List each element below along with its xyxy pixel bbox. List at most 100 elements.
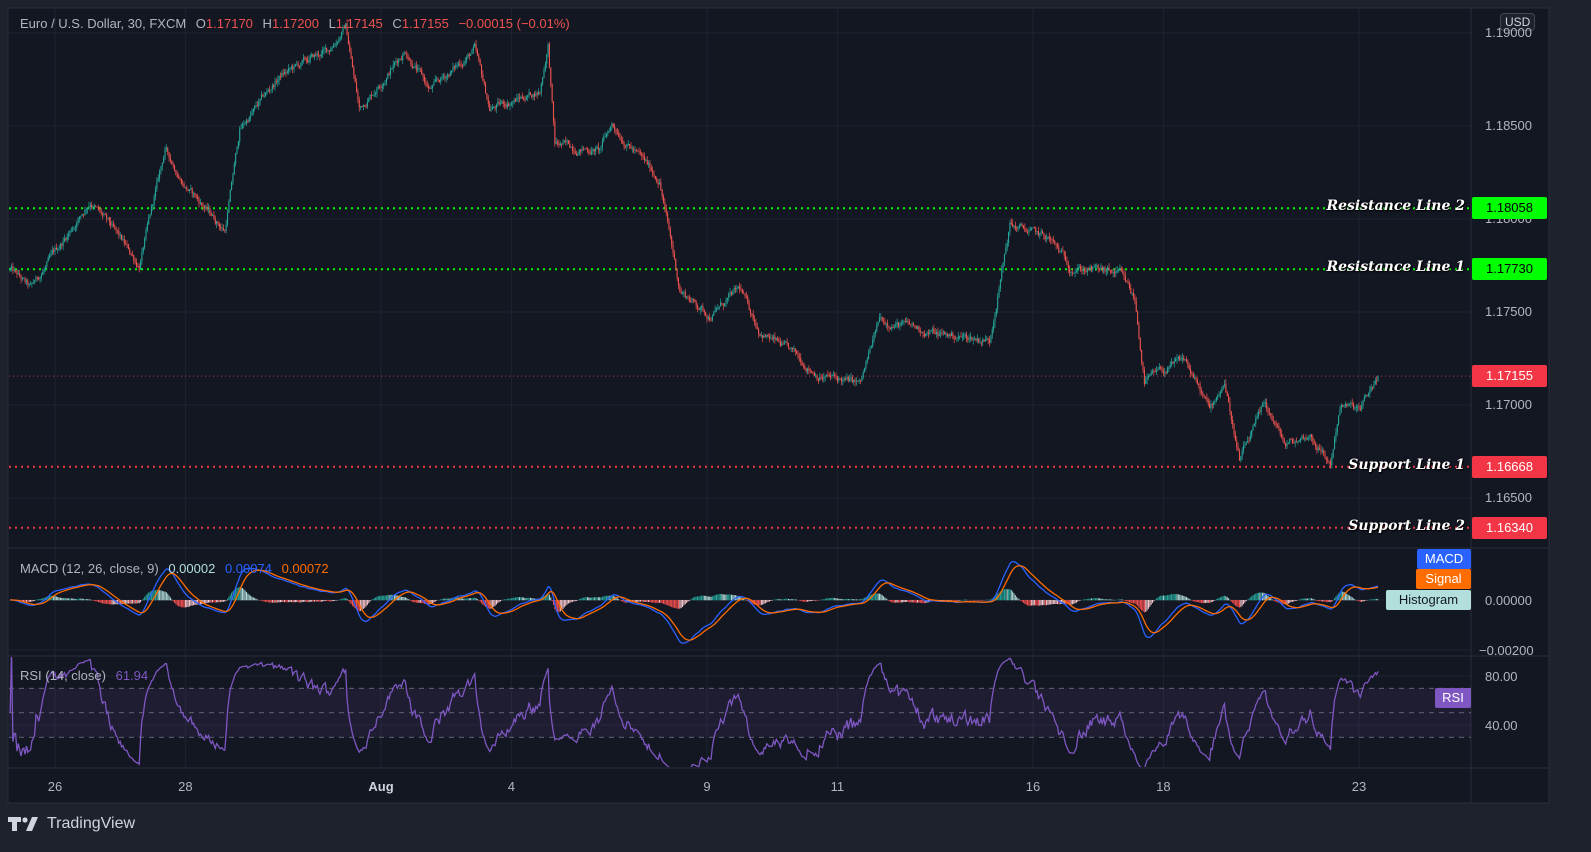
candle-body: [30, 284, 32, 286]
candle: [737, 285, 739, 290]
candle-body: [1092, 266, 1094, 270]
candle-body: [434, 79, 436, 82]
candle-body: [821, 378, 824, 380]
candle-body: [9, 268, 11, 270]
price-axis-tick: 1.17000: [1485, 397, 1532, 412]
macd-histogram-bar: [217, 600, 219, 603]
macd-title[interactable]: MACD (12, 26, close, 9): [20, 561, 159, 576]
macd-histogram-bar: [108, 600, 110, 605]
macd-histogram-bar: [220, 600, 222, 603]
macd-histogram-bar: [706, 596, 708, 601]
candle: [205, 204, 207, 211]
candle: [811, 370, 813, 374]
macd-histogram-bar: [294, 600, 296, 603]
candle: [400, 55, 402, 61]
candle: [1328, 460, 1330, 465]
candle-body: [900, 322, 902, 325]
macd-histogram-bar: [827, 598, 829, 601]
level-label[interactable]: Support Line 2: [1348, 517, 1465, 534]
candle: [402, 52, 404, 65]
candle-body: [683, 292, 685, 294]
macd-histogram-bar: [222, 600, 224, 602]
candle: [694, 298, 696, 303]
macd-histogram-bar: [228, 596, 230, 601]
macd-histogram-bar: [862, 598, 864, 601]
candle-body: [960, 335, 962, 337]
candle: [449, 70, 451, 77]
candle: [1020, 222, 1022, 227]
symbol-title[interactable]: Euro / U.S. Dollar, 30, FXCM: [20, 16, 187, 31]
candle-body: [1305, 437, 1307, 440]
macd-histogram-bar: [528, 597, 530, 601]
macd-histogram-bar: [525, 597, 527, 601]
candle-body: [87, 208, 89, 210]
macd-histogram-bar: [482, 600, 484, 605]
candle: [688, 294, 690, 303]
candle-body: [47, 257, 49, 262]
candle: [296, 60, 298, 66]
macd-histogram-bar: [54, 596, 56, 601]
candle: [999, 279, 1001, 292]
macd-histogram-bar: [842, 599, 844, 601]
macd-histogram-bar: [334, 600, 336, 601]
candle: [857, 380, 859, 382]
candle-body: [1302, 436, 1304, 439]
macd-histogram-bar: [1218, 597, 1220, 601]
candle: [986, 335, 988, 341]
candle-body: [797, 353, 799, 357]
candle-body: [288, 68, 290, 72]
macd-histogram-bar: [463, 598, 465, 601]
candle: [84, 206, 86, 216]
rsi-title[interactable]: RSI (14, close): [20, 668, 106, 683]
candle: [851, 374, 853, 384]
candle: [1119, 264, 1121, 272]
candle: [878, 313, 881, 323]
candle: [775, 337, 777, 341]
macd-histogram-bar: [1251, 596, 1253, 601]
candle-body: [410, 59, 412, 65]
candle-body: [952, 332, 954, 337]
macd-histogram-bar: [418, 600, 420, 603]
tradingview-logo[interactable]: TradingView: [8, 815, 135, 833]
macd-histogram-bar: [880, 594, 882, 601]
macd-histogram-bar: [762, 600, 764, 605]
macd-histogram-bar: [1153, 600, 1155, 602]
candle: [309, 54, 311, 64]
candle: [190, 184, 192, 191]
candle: [180, 178, 182, 185]
candle: [1181, 353, 1183, 364]
candle: [944, 330, 946, 335]
candle: [1310, 433, 1313, 442]
macd-histogram-bar: [471, 598, 473, 601]
macd-histogram-bar: [879, 593, 881, 601]
candle-body: [408, 59, 411, 61]
candle: [1262, 401, 1264, 408]
signal-tag: Signal: [1416, 569, 1471, 589]
candle: [1312, 434, 1314, 446]
candle-body: [1109, 270, 1111, 271]
macd-histogram-bar: [1264, 593, 1266, 601]
level-label[interactable]: Support Line 1: [1348, 456, 1465, 473]
candle-body: [911, 323, 913, 325]
candle-body: [498, 101, 500, 104]
level-label[interactable]: Resistance Line 2: [1326, 198, 1465, 215]
candle-body: [1037, 231, 1039, 235]
macd-histogram-bar: [1161, 595, 1163, 601]
macd-tag: MACD: [1417, 549, 1471, 569]
candle-body: [519, 97, 521, 99]
candle-body: [354, 75, 356, 83]
candle-body: [857, 380, 859, 382]
macd-histogram-bar: [1169, 594, 1171, 601]
candle-body: [983, 339, 985, 342]
candle: [514, 97, 517, 103]
candle: [1276, 422, 1279, 428]
candle: [611, 121, 613, 131]
candle-body: [311, 54, 313, 57]
candle: [1339, 405, 1341, 416]
candle: [855, 377, 857, 386]
candle-body: [85, 209, 87, 211]
currency-badge[interactable]: USD: [1500, 13, 1536, 31]
level-label[interactable]: Resistance Line 1: [1326, 259, 1465, 276]
candle: [423, 74, 426, 85]
